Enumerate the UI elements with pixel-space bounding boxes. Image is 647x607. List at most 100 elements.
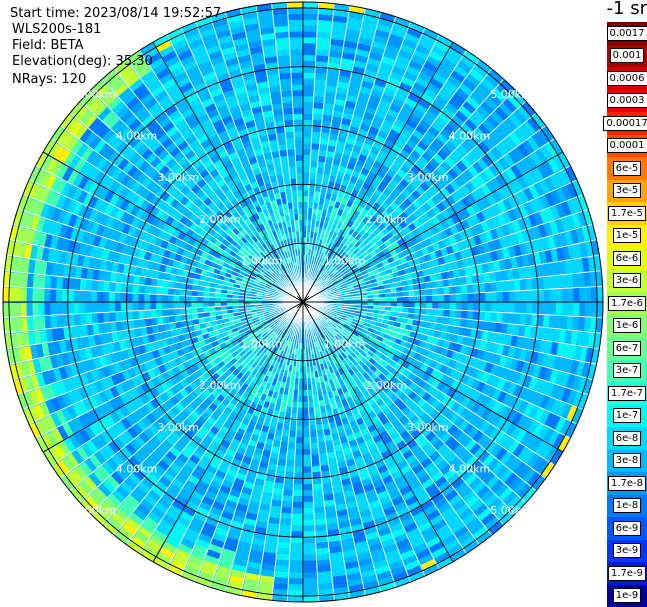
range-gate-cell (330, 121, 341, 130)
range-gate-cell (78, 387, 88, 401)
range-gate-cell (436, 132, 449, 145)
range-gate-cell (161, 257, 169, 266)
range-gate-cell (109, 398, 120, 411)
range-gate-cell (225, 537, 240, 547)
range-gate-cell (389, 282, 396, 288)
range-gate-cell (262, 492, 273, 500)
range-gate-cell (453, 443, 465, 456)
range-gate-cell (188, 439, 200, 450)
range-gate-cell (155, 294, 162, 302)
range-gate-cell (517, 483, 532, 499)
range-gate-cell (507, 494, 522, 510)
range-gate-cell (174, 282, 181, 290)
range-gate-cell (105, 216, 115, 229)
range-gate-cell (316, 547, 330, 555)
range-gate-cell (268, 517, 281, 525)
range-gate-cell (315, 328, 319, 335)
range-gate-cell (441, 384, 451, 395)
range-gate-cell (320, 266, 326, 273)
range-gate-cell (376, 521, 390, 532)
range-gate-cell (291, 525, 303, 532)
range-gate-cell (41, 343, 50, 357)
range-gate-cell (155, 255, 163, 264)
range-gate-cell (84, 458, 98, 473)
range-gate-cell (126, 302, 133, 312)
range-gate-cell (408, 296, 415, 302)
range-gate-cell (450, 70, 465, 83)
range-gate-cell (534, 196, 545, 211)
range-gate-cell (161, 492, 175, 505)
range-gate-cell (322, 330, 328, 337)
range-gate-cell (254, 447, 264, 456)
range-gate-cell (275, 335, 281, 342)
range-gate-cell (455, 199, 466, 211)
range-gate-cell (217, 361, 226, 369)
range-gate-cell (145, 401, 156, 413)
range-gate-cell (479, 420, 491, 433)
range-gate-cell (173, 442, 185, 453)
range-gate-cell (104, 414, 116, 427)
range-gate-cell (21, 273, 28, 288)
range-gate-cell (337, 291, 344, 295)
range-gate-cell (436, 524, 451, 536)
range-gate-cell (473, 127, 487, 141)
range-gate-cell (444, 511, 459, 524)
range-gate-cell (507, 395, 518, 409)
range-gate-cell (366, 376, 374, 385)
range-gate-cell (502, 406, 513, 419)
range-gate-cell (325, 440, 334, 448)
range-gate-cell (481, 436, 494, 450)
range-gate-cell (221, 285, 229, 290)
range-gate-cell (110, 352, 119, 364)
range-gate-cell (307, 219, 312, 226)
range-gate-cell (174, 357, 183, 367)
range-gate-cell (467, 302, 474, 311)
range-gate-cell (409, 87, 423, 98)
range-gate-cell (369, 542, 383, 552)
range-gate-cell (427, 125, 440, 137)
range-gate-cell (146, 351, 155, 361)
range-gate-cell (421, 441, 433, 453)
range-gate-cell (169, 446, 181, 458)
range-gate-cell (335, 314, 342, 319)
range-gate-cell (303, 472, 313, 479)
range-gate-cell (341, 385, 349, 394)
range-gate-cell (335, 356, 342, 363)
range-gate-cell (155, 384, 165, 395)
range-gate-cell (549, 369, 559, 383)
range-gate-cell (285, 465, 295, 473)
range-gate-cell (572, 407, 584, 424)
range-gate-cell (437, 239, 446, 249)
range-gate-cell (227, 580, 244, 590)
range-gate-cell (179, 302, 186, 309)
range-gate-cell (210, 316, 217, 322)
range-gate-cell (430, 514, 444, 526)
range-gate-cell (511, 371, 522, 384)
range-gate-cell (88, 335, 96, 348)
range-gate-cell (368, 443, 378, 453)
range-gate-cell (495, 226, 505, 238)
range-gate-cell (322, 350, 327, 357)
range-gate-cell (542, 314, 550, 328)
range-gate-cell (165, 378, 175, 389)
range-gate-cell (338, 361, 345, 369)
range-gate-cell (168, 483, 182, 495)
range-gate-cell (363, 520, 376, 530)
range-gate-cell (102, 479, 116, 494)
range-gate-cell (252, 354, 259, 362)
range-gate-cell (203, 421, 214, 431)
range-gate-cell (520, 290, 527, 302)
range-gate-cell (257, 287, 264, 292)
range-gate-cell (585, 302, 592, 317)
range-gate-cell (576, 360, 585, 376)
range-gate-cell (225, 499, 238, 509)
range-gate-cell (554, 171, 566, 187)
range-gate-cell (344, 453, 354, 461)
range-gate-cell (532, 422, 545, 437)
range-gate-cell (58, 224, 68, 239)
range-gate-cell (367, 350, 375, 358)
range-gate-cell (495, 416, 507, 430)
range-gate-cell (143, 428, 155, 440)
range-gate-cell (178, 262, 186, 270)
range-gate-cell (275, 565, 290, 573)
